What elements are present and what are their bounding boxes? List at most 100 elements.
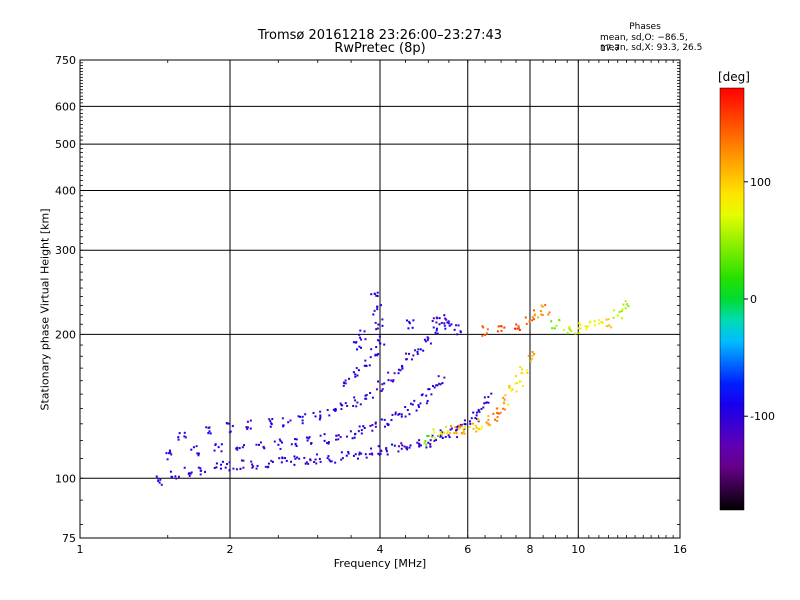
o-band-point bbox=[277, 443, 280, 446]
o-band-point bbox=[387, 379, 390, 382]
o-band-point bbox=[328, 414, 331, 417]
o-trace-point bbox=[215, 466, 218, 469]
o-band-point bbox=[409, 402, 412, 405]
o-band-point bbox=[352, 341, 355, 344]
x-trace-point bbox=[531, 354, 534, 357]
o-band-point bbox=[245, 426, 248, 429]
x-trace-point bbox=[487, 418, 490, 421]
x-trace-point bbox=[487, 422, 490, 425]
y-tick-label: 500 bbox=[55, 138, 76, 151]
o-trace-point bbox=[328, 458, 331, 461]
x-trace-point bbox=[574, 332, 577, 335]
o-trace-point bbox=[178, 475, 181, 478]
o-band-point bbox=[287, 421, 290, 424]
x-trace-point bbox=[532, 318, 535, 321]
o-band-point bbox=[374, 353, 377, 356]
x-trace-point bbox=[548, 311, 551, 314]
o-trace-point bbox=[197, 466, 200, 469]
o-band-point bbox=[378, 339, 381, 342]
x-trace-point bbox=[487, 423, 490, 426]
x-trace-point bbox=[502, 396, 505, 399]
o-trace-point bbox=[213, 467, 216, 470]
o-band-point bbox=[437, 375, 440, 378]
x-trace-point bbox=[433, 431, 436, 434]
x-trace-point bbox=[579, 323, 582, 326]
o-trace-point bbox=[485, 401, 488, 404]
o-band-point bbox=[376, 308, 379, 311]
o-trace-point bbox=[159, 478, 162, 481]
x-trace-point bbox=[445, 425, 448, 428]
o-trace-point bbox=[463, 423, 466, 426]
o-trace-point bbox=[240, 459, 243, 462]
x-tick-label: 2 bbox=[227, 543, 234, 556]
o-trace-point bbox=[400, 442, 403, 445]
o-band-point bbox=[352, 371, 355, 374]
chart-title: Tromsø 20161218 23:26:00–23:27:43 bbox=[257, 28, 503, 43]
o-trace-point bbox=[267, 462, 270, 465]
x-trace-point bbox=[463, 432, 466, 435]
o-trace-point bbox=[476, 418, 479, 421]
o-band-point bbox=[357, 430, 360, 433]
x-trace-point bbox=[558, 319, 561, 322]
o-trace-point bbox=[435, 438, 438, 441]
o-trace-point bbox=[447, 434, 450, 437]
y-axis-label: Stationary phase Virtual Height [km] bbox=[38, 208, 52, 411]
x-trace-point bbox=[597, 322, 600, 325]
stats-heading: Phases bbox=[629, 22, 661, 32]
o-band-point bbox=[427, 337, 430, 340]
x-trace-point bbox=[489, 424, 492, 427]
x-trace-point bbox=[584, 325, 587, 328]
o-trace-point bbox=[250, 460, 253, 463]
x-trace-point bbox=[507, 403, 510, 406]
x-trace-point bbox=[496, 412, 499, 415]
x-trace-point bbox=[527, 354, 530, 357]
o-band-point bbox=[413, 399, 416, 402]
o-band-point bbox=[205, 426, 208, 429]
o-trace-point bbox=[316, 453, 319, 456]
o-trace-point bbox=[456, 436, 459, 439]
o-band-point bbox=[435, 321, 438, 324]
o-trace-point bbox=[490, 392, 493, 395]
o-band-point bbox=[377, 352, 380, 355]
o-trace-point bbox=[454, 429, 457, 432]
o-band-point bbox=[290, 443, 293, 446]
o-band-point bbox=[340, 403, 343, 406]
o-band-point bbox=[426, 399, 429, 402]
x-trace-point bbox=[426, 434, 429, 437]
o-band-point bbox=[319, 434, 322, 437]
o-band-point bbox=[375, 388, 378, 391]
o-band-point bbox=[208, 426, 211, 429]
o-band-point bbox=[397, 368, 400, 371]
x-trace-point bbox=[439, 432, 442, 435]
o-band-point bbox=[273, 440, 276, 443]
o-band-point bbox=[318, 418, 321, 421]
o-trace-point bbox=[416, 441, 419, 444]
o-trace-point bbox=[327, 455, 330, 458]
x-trace-point bbox=[485, 421, 488, 424]
o-band-point bbox=[342, 384, 345, 387]
o-trace-point bbox=[235, 468, 238, 471]
o-band-point bbox=[438, 317, 441, 320]
o-band-point bbox=[374, 422, 377, 425]
x-trace-point bbox=[531, 351, 534, 354]
o-trace-point bbox=[199, 469, 202, 472]
x-trace-point bbox=[526, 371, 529, 374]
o-band-point bbox=[280, 441, 283, 444]
o-trace-point bbox=[409, 444, 412, 447]
x-trace-point bbox=[504, 394, 507, 397]
o-trace-point bbox=[429, 443, 432, 446]
o-band-point bbox=[444, 317, 447, 320]
x-trace-point bbox=[438, 434, 441, 437]
x-trace-point bbox=[423, 442, 426, 445]
x-trace-point bbox=[492, 412, 495, 415]
o-trace-point bbox=[405, 446, 408, 449]
o-band-point bbox=[420, 394, 423, 397]
x-trace-point bbox=[471, 422, 474, 425]
o-trace-point bbox=[380, 450, 383, 453]
x-trace-point bbox=[481, 334, 484, 337]
o-band-point bbox=[430, 393, 433, 396]
o-trace-point bbox=[296, 456, 299, 459]
o-band-point bbox=[435, 316, 438, 319]
o-trace-point bbox=[225, 463, 228, 466]
o-band-point bbox=[438, 323, 441, 326]
